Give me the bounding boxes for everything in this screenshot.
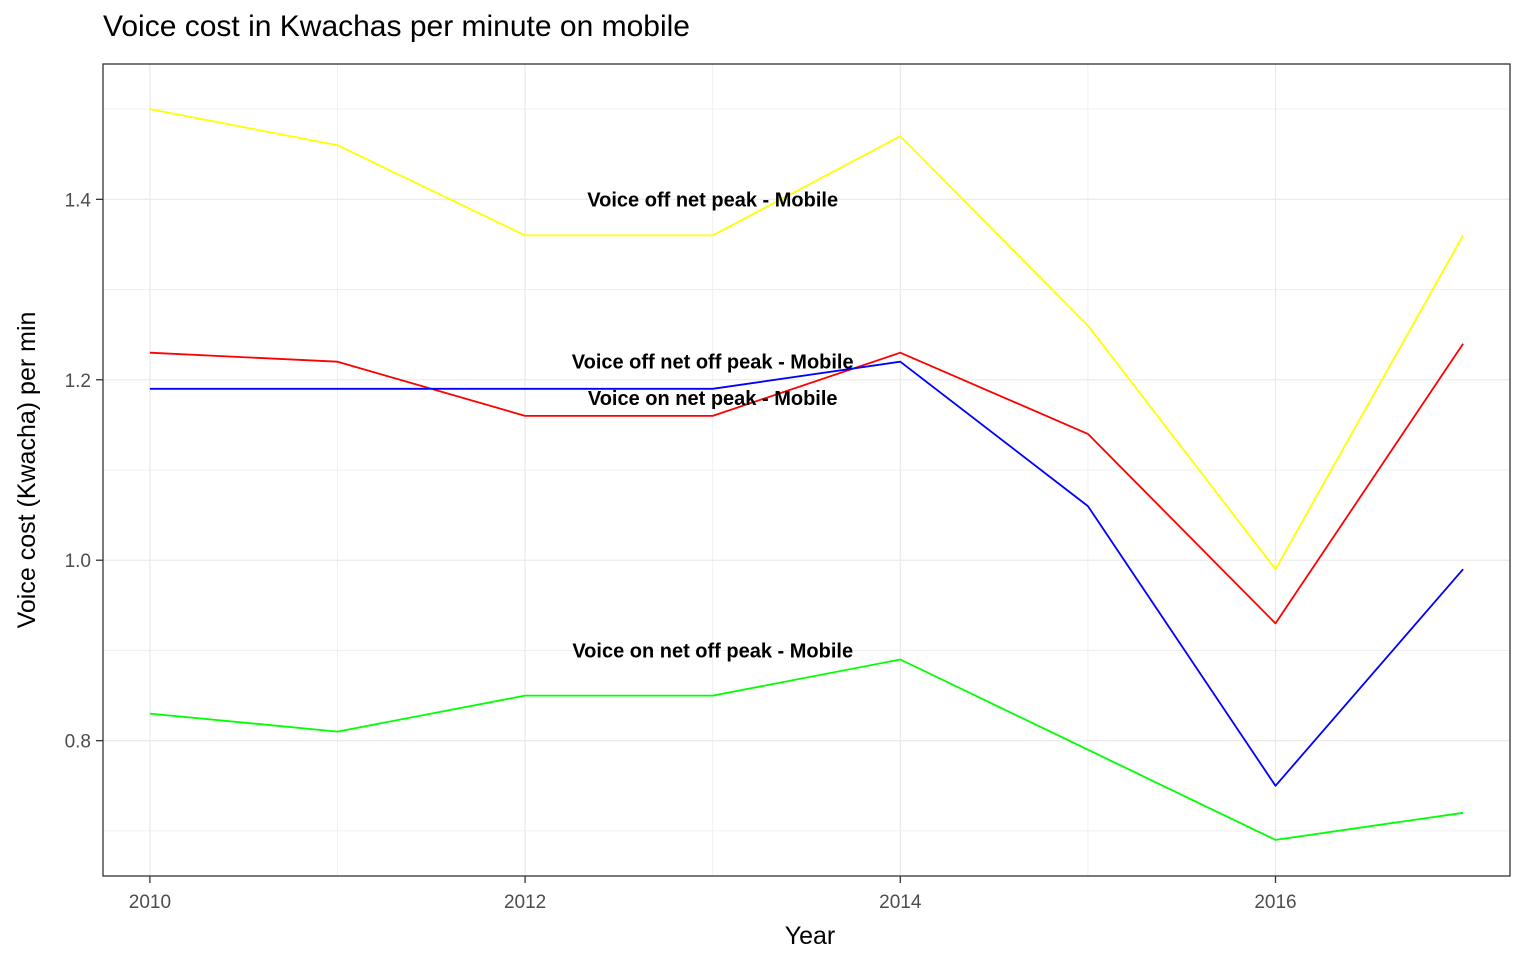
y-tick-label: 1.2 xyxy=(65,371,91,392)
series-line-voice-off-net-peak-mobile xyxy=(149,108,1464,571)
x-axis: 2010 2012 2014 2016 xyxy=(129,876,1297,913)
y-tick-label: 1.4 xyxy=(65,190,92,211)
x-tick-label: 2012 xyxy=(504,892,546,913)
chart-title: Voice cost in Kwachas per minute on mobi… xyxy=(103,10,690,43)
y-tick-label: 0.8 xyxy=(65,732,91,753)
series-line-voice-on-net-off-peak-mobile xyxy=(149,658,1464,841)
y-axis: 0.8 1.0 1.2 1.4 xyxy=(65,190,103,753)
series-line-voice-on-net-peak-mobile xyxy=(149,360,1464,787)
x-axis-title: Year xyxy=(785,922,836,950)
series-line-voice-off-net-off-peak-mobile xyxy=(149,343,1464,625)
y-axis-title: Voice cost (Kwacha) per min xyxy=(13,312,41,629)
series-label-voice-off-net-peak-mobile: Voice off net peak - Mobile xyxy=(587,189,838,211)
series-labels: Voice off net peak - Mobile Voice off net… xyxy=(572,189,854,662)
series-label-voice-on-net-peak-mobile: Voice on net peak - Mobile xyxy=(588,388,838,410)
x-tick-label: 2014 xyxy=(879,892,922,913)
major-gridlines xyxy=(103,64,1510,876)
x-tick-label: 2016 xyxy=(1254,892,1296,913)
series-lines xyxy=(149,108,1464,841)
y-tick-label: 1.0 xyxy=(65,551,91,572)
series-label-voice-on-net-off-peak-mobile: Voice on net off peak - Mobile xyxy=(572,640,853,662)
plot-panel-border xyxy=(102,63,1511,877)
series-label-voice-off-net-off-peak-mobile: Voice off net off peak - Mobile xyxy=(572,352,854,374)
x-tick-label: 2010 xyxy=(129,892,171,913)
